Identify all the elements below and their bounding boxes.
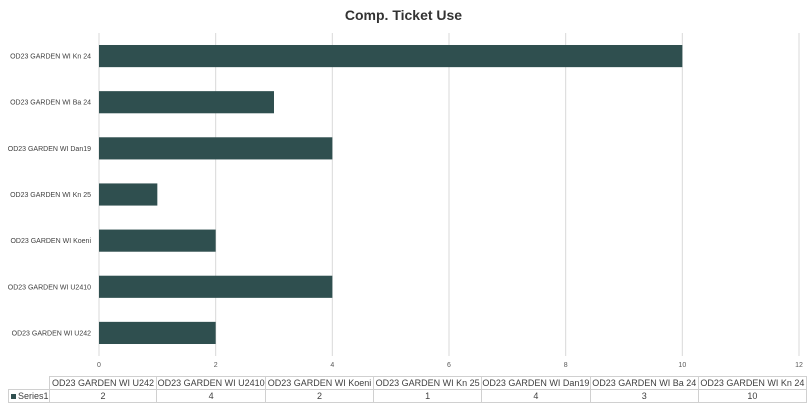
bar bbox=[99, 275, 333, 298]
x-tick-labels: 0 2 4 6 8 10 12 bbox=[97, 362, 803, 369]
table-header-cell: OD23 GARDEN WI Ba 24 bbox=[589, 376, 699, 390]
x-tick-label: 2 bbox=[214, 362, 218, 369]
x-tick-label: 0 bbox=[97, 362, 101, 369]
x-tick-label: 8 bbox=[564, 362, 568, 369]
table-value-cell: 2 bbox=[48, 389, 158, 403]
table-value-cell: 1 bbox=[373, 389, 483, 403]
bar bbox=[99, 44, 683, 68]
category-label: OD23 GARDEN WI Dan19 bbox=[8, 146, 91, 153]
chart-title: Comp. Ticket Use bbox=[344, 7, 463, 23]
table-value-cell: 4 bbox=[156, 389, 266, 403]
table-header-cell: OD23 GARDEN WI U2410 bbox=[156, 376, 266, 390]
bar bbox=[99, 229, 216, 252]
table-value-cell: 3 bbox=[589, 389, 699, 403]
table-header-cell: OD23 GARDEN WI Dan19 bbox=[481, 376, 591, 390]
bar bbox=[99, 137, 333, 160]
table-value-cell: 2 bbox=[264, 389, 375, 403]
category-label: OD23 GARDEN WI Ba 24 bbox=[10, 100, 91, 107]
data-table: OD23 GARDEN WI U242 OD23 GARDEN WI U2410 O… bbox=[8, 376, 807, 403]
category-label: OD23 GARDEN WI U242 bbox=[12, 330, 91, 337]
category-label: OD23 GARDEN WI Koeni bbox=[10, 238, 91, 245]
category-label: OD23 GARDEN WI Kn 25 bbox=[10, 192, 91, 199]
legend-label: Series1 bbox=[18, 391, 49, 401]
legend-key bbox=[11, 394, 16, 400]
table-header-cell: OD23 GARDEN WI Koeni bbox=[264, 376, 375, 390]
table-value-cell: 10 bbox=[697, 389, 807, 403]
table-header-cell: OD23 GARDEN WI Kn 24 bbox=[697, 376, 807, 390]
table-header-cell: OD23 GARDEN WI U242 bbox=[48, 376, 158, 390]
bar bbox=[99, 183, 158, 206]
bar-chart: OD23 GARDEN WI Kn 24 OD23 GARDEN WI Ba 24… bbox=[8, 33, 803, 369]
gridlines bbox=[98, 33, 800, 356]
table-value-cell: 4 bbox=[481, 389, 591, 403]
bar bbox=[99, 321, 216, 345]
x-tick-label: 4 bbox=[330, 362, 334, 369]
category-label: OD23 GARDEN WI U2410 bbox=[8, 284, 91, 291]
table-header-cell: OD23 GARDEN WI Kn 25 bbox=[373, 376, 483, 390]
category-labels: OD23 GARDEN WI Kn 24 OD23 GARDEN WI Ba 24… bbox=[8, 54, 92, 338]
x-tick-label: 10 bbox=[678, 362, 686, 369]
x-tick-label: 12 bbox=[795, 362, 803, 369]
bars bbox=[99, 44, 683, 345]
bar bbox=[99, 91, 274, 114]
legend-entry: Series1 bbox=[8, 389, 50, 403]
x-tick-label: 6 bbox=[447, 362, 451, 369]
category-label: OD23 GARDEN WI Kn 24 bbox=[10, 54, 91, 61]
